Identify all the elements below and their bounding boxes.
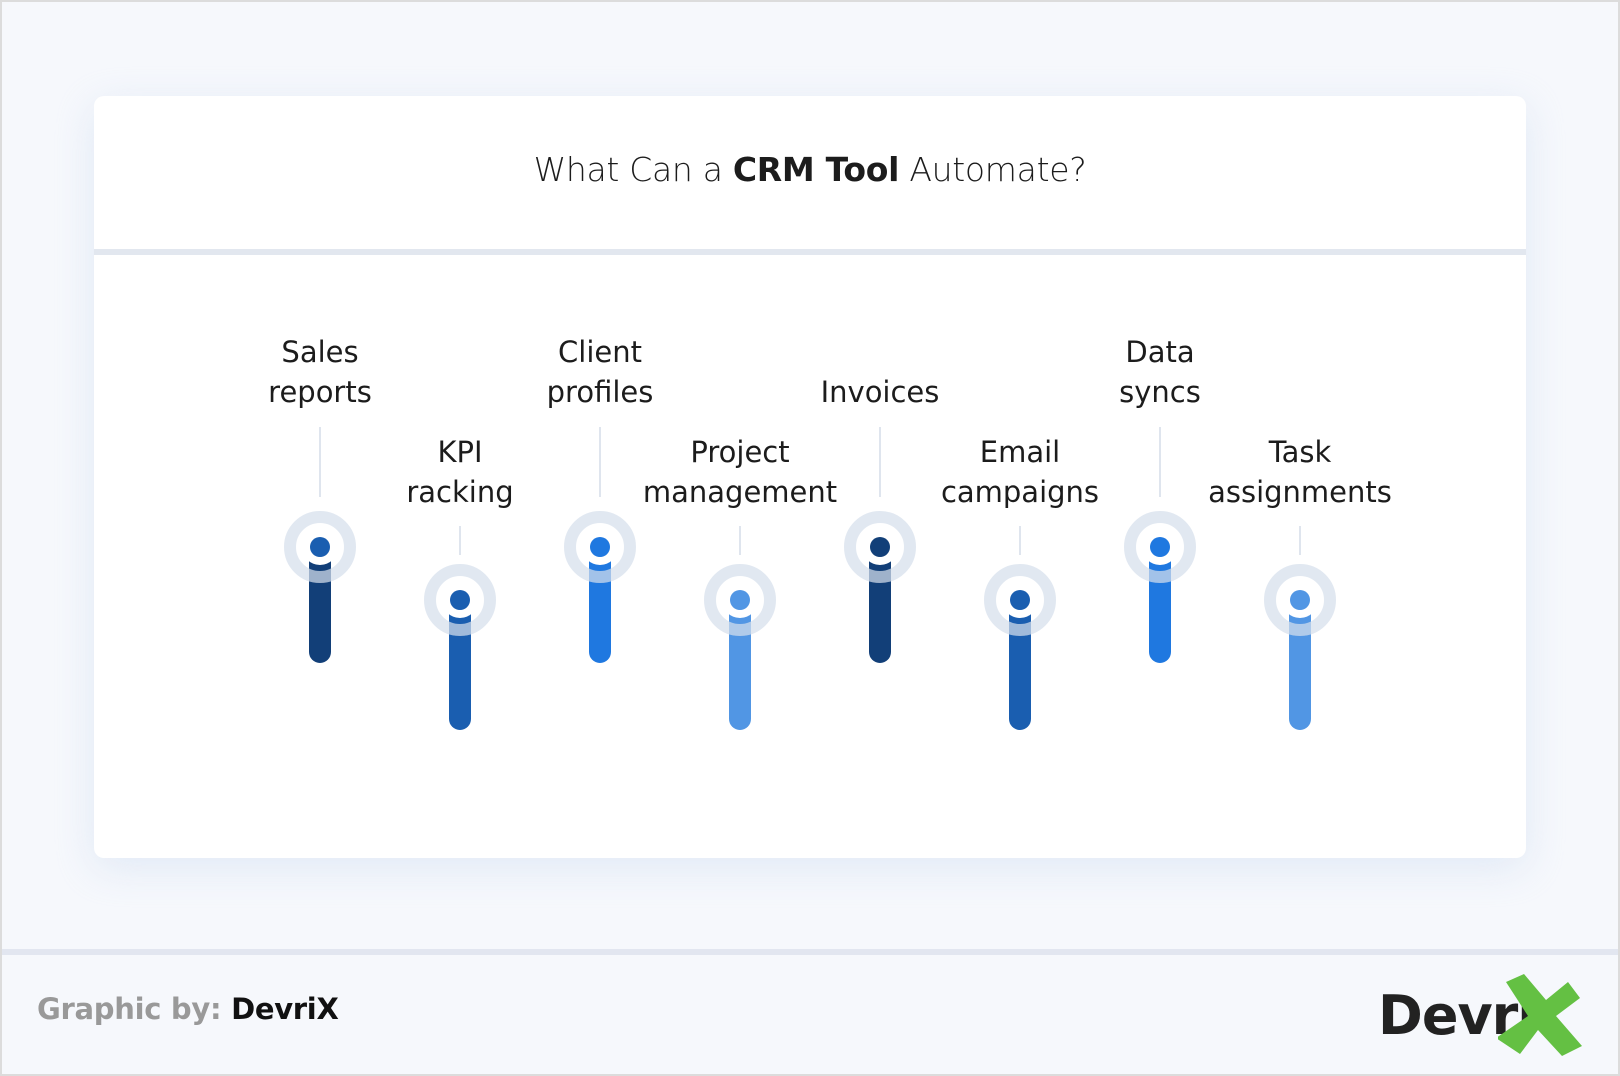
pin-dot [590,537,610,557]
logo-x-mark-icon [1498,974,1582,1056]
pin-dot [730,590,750,610]
label-line2: racking [406,475,514,509]
item-label-sales-reports: Sales reports [200,332,440,412]
pin-halo [1264,564,1336,636]
label-line1: Sales [281,335,359,369]
pin-dot [1150,537,1170,557]
item-label-kpi-racking: KPI racking [340,432,580,512]
label-line2: profiles [546,375,654,409]
item-label-email-campaigns: Email campaigns [900,432,1140,512]
label-line1: Task [1268,435,1332,469]
pin-halo [844,511,916,583]
devrix-logo: Devri [1378,972,1588,1062]
pin-halo [704,564,776,636]
pin-halo [564,511,636,583]
label-line1 [760,332,1000,372]
item-label-project-management: Project management [620,432,860,512]
item-label-task-assignments: Task assignments [1180,432,1420,512]
infographic-card [94,96,1526,858]
pin-dot [450,590,470,610]
pin-dot [1290,590,1310,610]
title-suffix: Automate? [899,150,1087,189]
pin-dot [1010,590,1030,610]
label-line1: Client [558,335,642,369]
title-prefix: What Can a [533,150,733,189]
pin-dot [870,537,890,557]
label-line2: syncs [1119,375,1201,409]
footer-divider [2,949,1618,955]
pin-halo [984,564,1056,636]
label-line1: Data [1125,335,1195,369]
label-line2: Invoices [820,375,940,409]
credit-label: Graphic by: [37,992,222,1026]
page-title: What Can a CRM Tool Automate? [0,150,1620,189]
item-label-data-syncs: Data syncs [1040,332,1280,412]
footer-credit: Graphic by: DevriX [37,992,339,1026]
label-line2: management [642,475,838,509]
label-line1: Email [979,435,1061,469]
pin-halo [1124,511,1196,583]
item-label-invoices: Invoices [760,332,1000,412]
label-line2: campaigns [940,475,1100,509]
pin-dot [310,537,330,557]
header-divider [94,249,1526,255]
label-line2: assignments [1208,475,1392,509]
label-line2: reports [268,375,372,409]
item-label-client-profiles: Client profiles [480,332,720,412]
label-line1: Project [690,435,790,469]
credit-brand: DevriX [231,992,339,1026]
label-line1: KPI [437,435,483,469]
title-bold: CRM Tool [732,150,900,189]
pin-halo [424,564,496,636]
pin-halo [284,511,356,583]
